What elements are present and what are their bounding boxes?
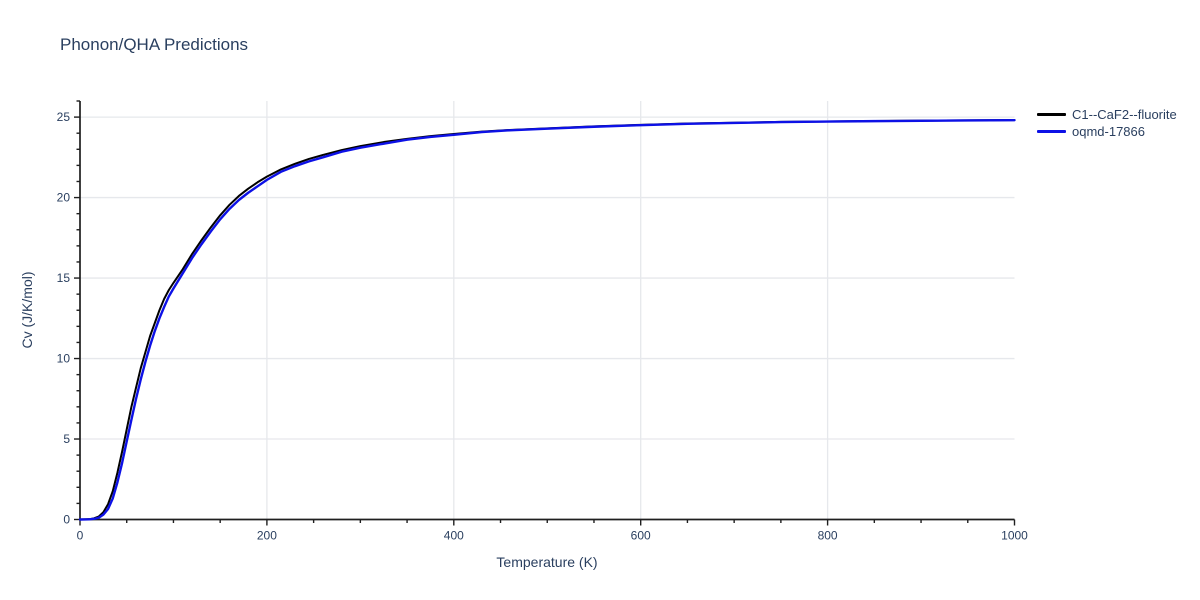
x-tick-label: 600: [631, 528, 651, 542]
y-tick-label: 5: [63, 432, 70, 446]
x-axis-title: Temperature (K): [496, 554, 598, 570]
x-tick-label: 400: [444, 528, 464, 542]
x-tick-label: 0: [77, 528, 84, 542]
series-line-1[interactable]: [78, 118, 1016, 521]
legend-label: C1--CaF2--fluorite: [1072, 106, 1177, 122]
axes: [79, 101, 1015, 521]
y-tick-label: 15: [57, 271, 71, 285]
x-tick-label: 1000: [1001, 528, 1028, 542]
y-axis-title: Cv (J/K/mol): [19, 271, 35, 349]
legend-line-swatch-black: [1037, 112, 1066, 116]
legend-line-swatch-blue: [1037, 129, 1066, 133]
legend-item-c1-caf2-fluorite[interactable]: C1--CaF2--fluorite: [1037, 106, 1177, 122]
legend-label: oqmd-17866: [1072, 123, 1145, 139]
series-line-0[interactable]: [79, 118, 1016, 521]
axis-ticks: [74, 100, 1016, 526]
legend-item-oqmd-17866[interactable]: oqmd-17866: [1037, 123, 1177, 139]
x-tick-label: 200: [257, 528, 277, 542]
x-tick-label: 800: [818, 528, 838, 542]
y-tick-label: 10: [57, 352, 71, 366]
chart-title: Phonon/QHA Predictions: [60, 35, 249, 54]
tick-labels: 0 200 400 600 800 1000 0 5 10 15 20 25: [57, 110, 1029, 542]
y-tick-label: 25: [57, 110, 71, 124]
legend: C1--CaF2--fluorite oqmd-17866: [1037, 106, 1177, 139]
gridlines: [80, 101, 1015, 520]
series-lines: [78, 118, 1016, 521]
y-tick-label: 20: [57, 191, 71, 205]
y-tick-label: 0: [63, 513, 70, 527]
